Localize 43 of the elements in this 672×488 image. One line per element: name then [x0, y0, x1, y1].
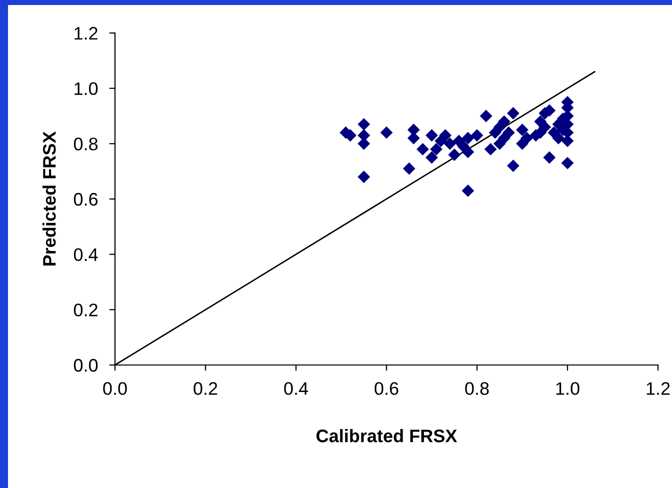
point [380, 126, 393, 139]
point [516, 124, 528, 136]
point [426, 151, 438, 164]
x-tick-label: 0.0 [103, 382, 127, 395]
point [480, 110, 492, 122]
point [552, 132, 565, 144]
point [462, 184, 474, 197]
point [426, 129, 438, 142]
y-axis-title: Predicted FRSX [42, 131, 56, 266]
point [484, 142, 497, 156]
x-tick-label: 0.8 [465, 382, 489, 395]
y-tick-label: 1.0 [74, 82, 98, 96]
x-tick-label: 0.6 [374, 382, 398, 395]
point [470, 129, 484, 142]
x-axis-title: Calibrated FRSX [316, 429, 458, 442]
point [358, 118, 370, 131]
y-tick-label: 0.4 [74, 248, 98, 262]
y-tick-label: 0.8 [74, 138, 98, 150]
point [520, 132, 533, 144]
point [543, 151, 556, 164]
point [462, 132, 474, 144]
x-tick-label: 0.4 [284, 382, 308, 395]
point [506, 160, 520, 172]
x-tick-label: 1.2 [646, 382, 670, 395]
point [444, 137, 456, 150]
point [416, 142, 429, 156]
point [402, 162, 416, 175]
point [448, 148, 461, 161]
x-tick-label: 0.2 [194, 382, 218, 395]
point [502, 126, 515, 139]
y-tick-label: 0.2 [74, 304, 98, 316]
point [538, 120, 552, 134]
x-tick-label: 1.0 [556, 382, 580, 395]
point [498, 115, 510, 128]
point [439, 129, 452, 142]
y-tick-label: 0.0 [74, 358, 98, 372]
point [462, 146, 474, 158]
y-tick-label: 0.6 [74, 192, 98, 206]
point [430, 142, 442, 156]
point [358, 170, 370, 184]
y-tick-label: 1.2 [74, 26, 98, 40]
point [506, 107, 520, 120]
point [561, 156, 574, 170]
